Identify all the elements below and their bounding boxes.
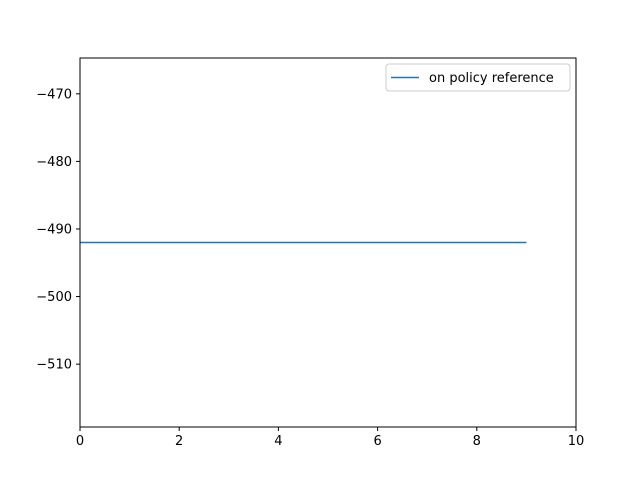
legend-box (385, 63, 571, 92)
y-tick-label: −500 (36, 290, 72, 305)
legend: on policy reference (385, 63, 571, 92)
legend-label-on-policy-reference: on policy reference (429, 71, 554, 86)
y-tick-label: −490 (36, 222, 72, 237)
plot-area-frame (79, 57, 577, 428)
x-tick-label: 10 (568, 434, 585, 449)
x-tick-label: 2 (175, 434, 183, 449)
x-axis-ticks: 0 2 4 6 8 10 (76, 427, 584, 449)
x-tick-label: 6 (373, 434, 381, 449)
x-tick-label: 0 (76, 434, 84, 449)
y-tick-label: −470 (36, 87, 72, 102)
y-tick-label: −510 (36, 358, 72, 373)
x-tick-label: 8 (473, 434, 481, 449)
y-axis-ticks: −470 −480 −490 −500 −510 (36, 87, 80, 373)
x-tick-label: 4 (274, 434, 282, 449)
y-tick-label: −480 (36, 155, 72, 170)
